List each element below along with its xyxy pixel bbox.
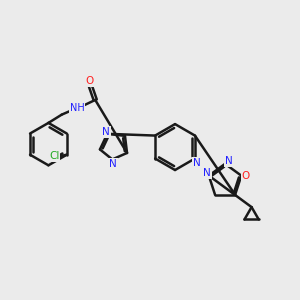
Text: N: N: [193, 158, 200, 168]
Text: N: N: [225, 157, 232, 166]
Text: O: O: [86, 76, 94, 86]
Text: N: N: [102, 127, 110, 137]
Text: O: O: [242, 171, 250, 181]
Text: N: N: [109, 158, 117, 169]
Text: Cl: Cl: [49, 151, 60, 161]
Text: NH: NH: [70, 103, 84, 113]
Text: N: N: [203, 168, 211, 178]
